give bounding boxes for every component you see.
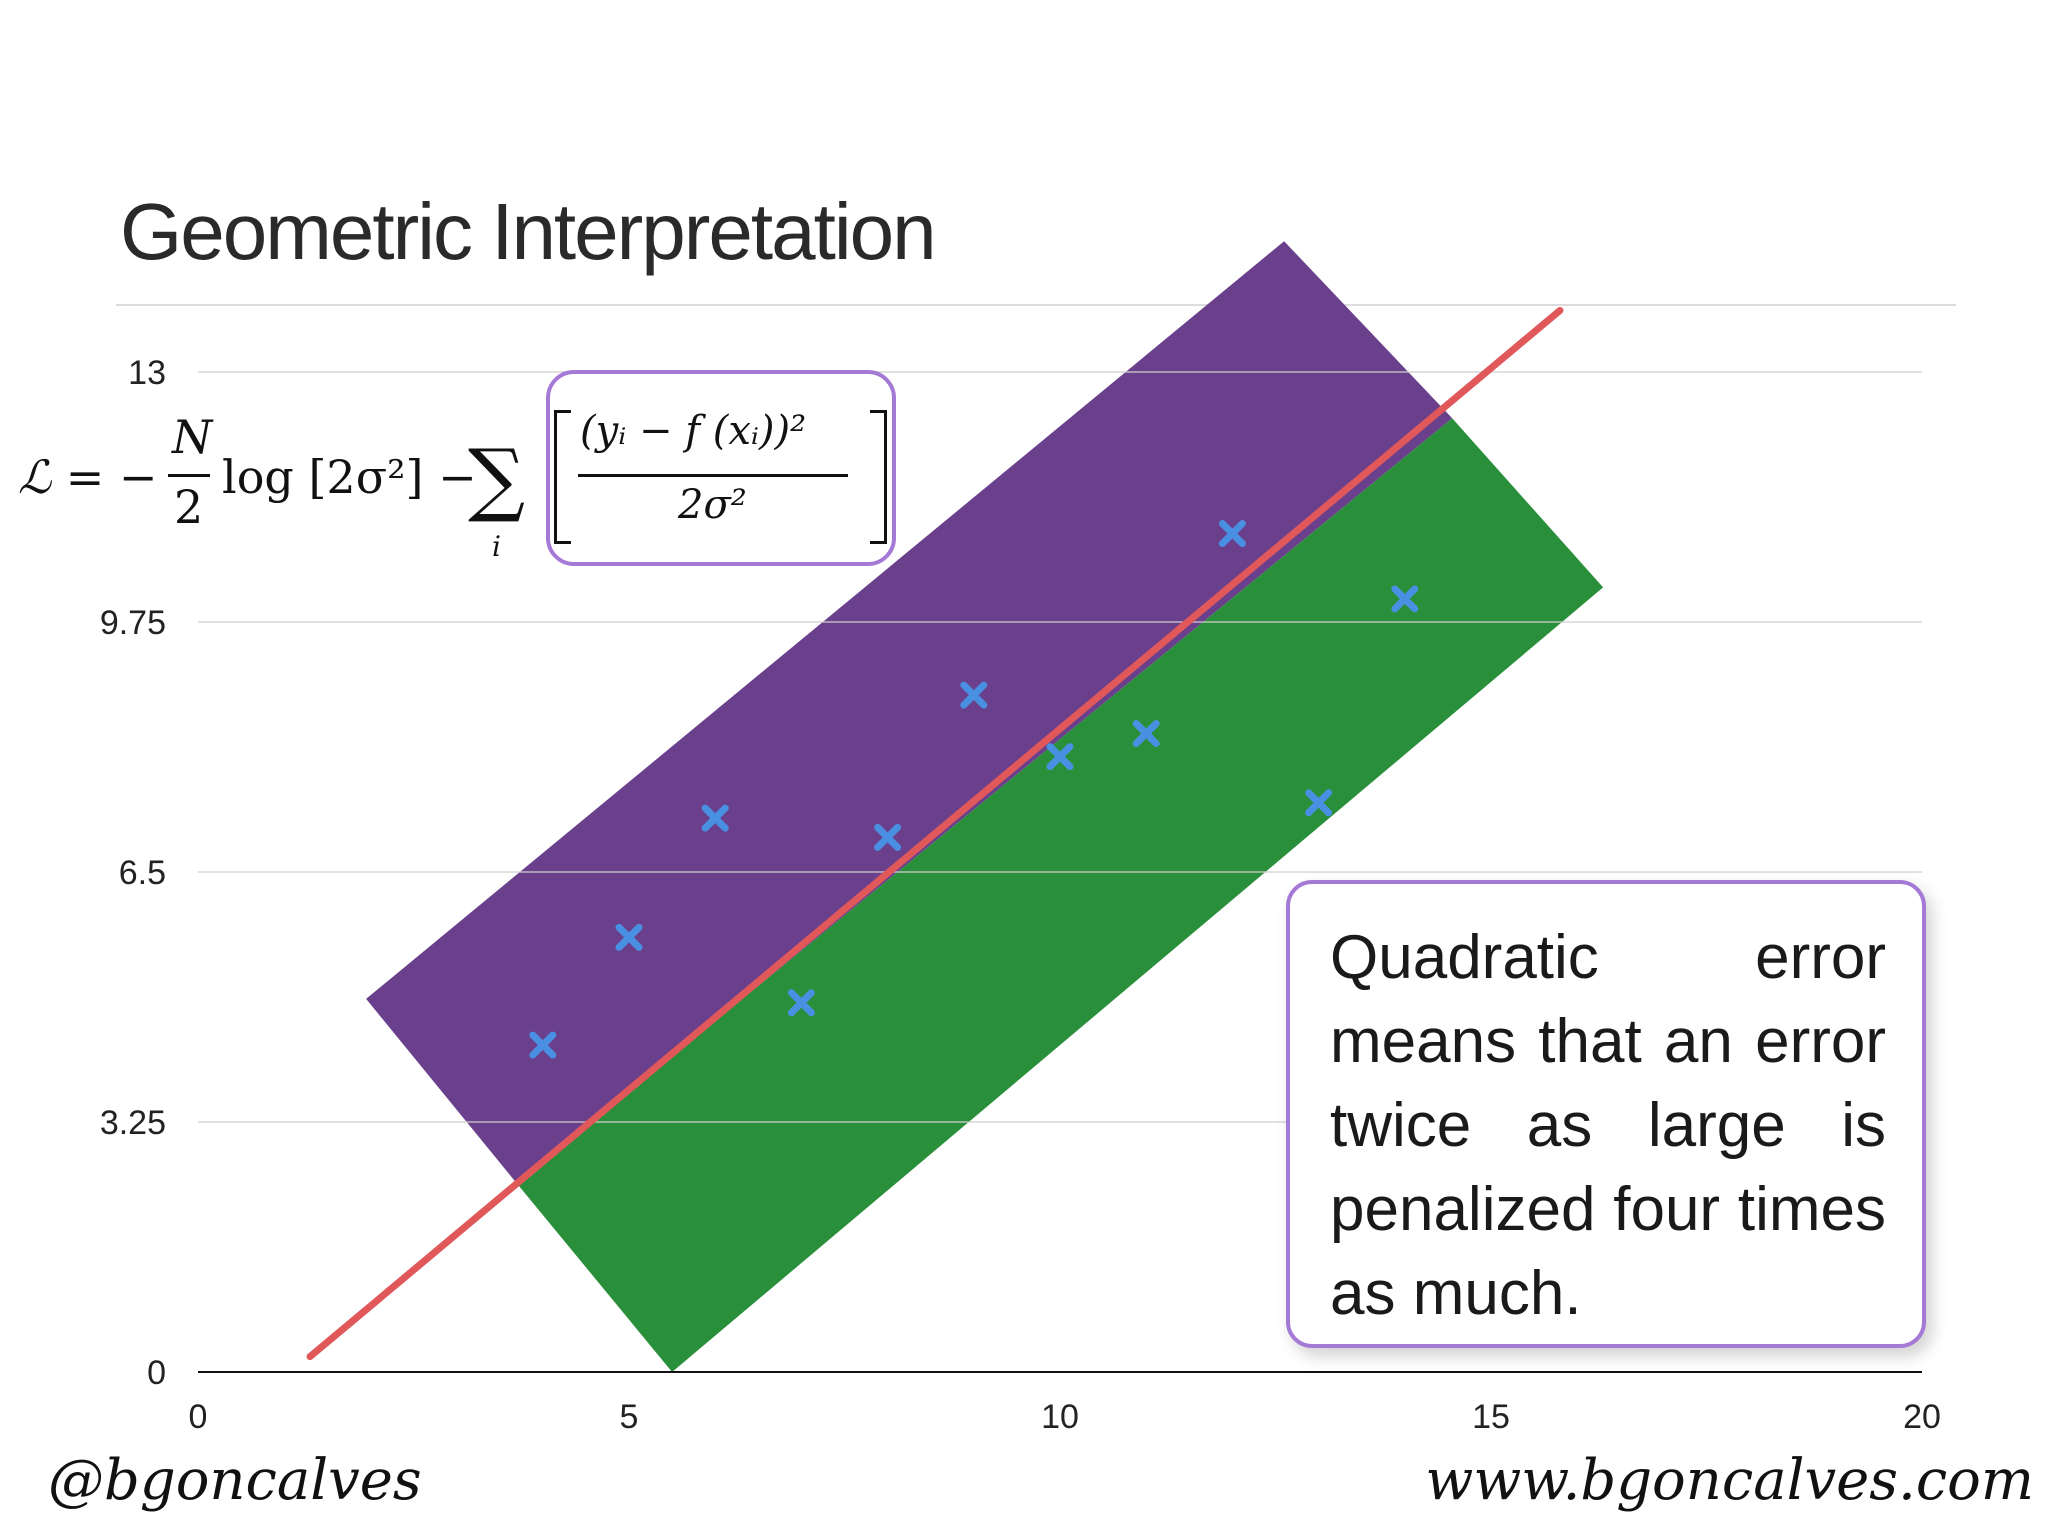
callout-box: Quadratic error means that an error twic… [1286,880,1926,1348]
formula-log-term: log [2σ²] − [222,450,477,504]
slide-title: Geometric Interpretation [120,187,937,276]
data-point-stroke-b [615,923,643,951]
formula-frac-denominator: 2 [174,480,204,534]
data-point-stroke-b [1046,743,1074,771]
data-point-stroke-b [529,1031,557,1059]
formula-inner-numerator: (yᵢ − f (xᵢ))² [580,408,807,454]
data-point-2 [701,804,729,832]
data-point-7 [1132,720,1160,748]
band-below-line [516,418,1604,1372]
formula-inner-bar [578,474,848,477]
data-point-stroke-b [1305,789,1333,817]
title-divider [116,304,1956,306]
data-point-0 [529,1031,557,1059]
footer-handle: @bgoncalves [48,1448,422,1513]
x-tick-label-4: 20 [1903,1398,1941,1436]
y-tick-label-4: 13 [128,354,166,392]
footer-website: www.bgoncalves.com [1425,1448,2034,1513]
data-point-stroke-b [960,681,988,709]
data-point-stroke-b [1218,520,1246,548]
x-tick-label-1: 5 [620,1398,639,1436]
data-point-stroke-b [787,989,815,1017]
x-tick-label-2: 10 [1041,1398,1079,1436]
formula-highlight-box [546,370,896,566]
data-point-stroke-b [1132,720,1160,748]
fit-line-group [306,306,1564,1361]
callout-text: Quadratic error means that an error twic… [1330,923,1886,1328]
data-point-stroke-b [701,804,729,832]
y-tick-label-1: 3.25 [100,1104,166,1142]
x-tick-label-0: 0 [189,1398,208,1436]
data-point-9 [1305,789,1333,817]
likelihood-formula: ℒ = − N 2 log [2σ²] − ∑ i (yᵢ − f (xᵢ))²… [18,390,918,580]
x-tick-label-3: 15 [1472,1398,1510,1436]
data-point-4 [874,823,902,851]
formula-lhs: ℒ = − [18,450,158,504]
data-point-10 [1391,585,1419,613]
data-points [529,520,1419,1059]
y-tick-label-0: 0 [147,1354,166,1392]
data-point-stroke-b [874,823,902,851]
formula-frac-numerator: N [172,410,213,464]
data-point-8 [1218,520,1246,548]
data-point-1 [615,923,643,951]
formula-sum-symbol: ∑ [468,432,526,525]
y-tick-label-2: 6.5 [119,854,166,892]
tick-labels: 0 3.25 6.5 9.75 13 0 5 10 15 20 [100,354,1941,1436]
fit-line [306,306,1564,1361]
formula-frac-bar [168,474,210,477]
y-tick-label-3: 9.75 [100,604,166,642]
data-point-3 [787,989,815,1017]
data-point-6 [1046,743,1074,771]
formula-sum-index: i [492,530,501,563]
data-point-5 [960,681,988,709]
data-point-stroke-b [1391,585,1419,613]
formula-inner-denominator: 2σ² [678,482,747,528]
